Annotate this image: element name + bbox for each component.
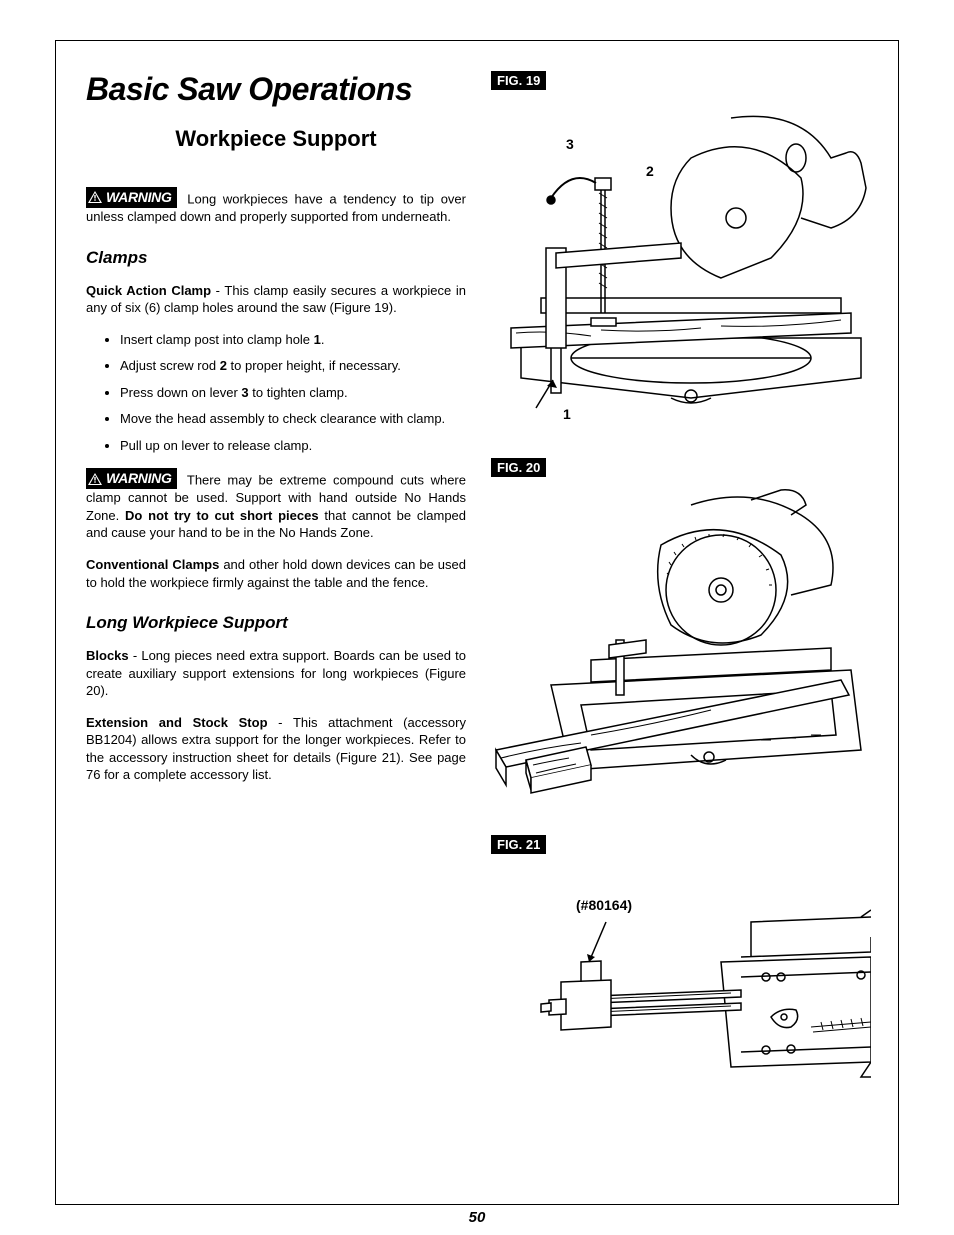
figure-21-block: FIG. 21 [491, 835, 871, 1092]
quick-action-clamp-label: Quick Action Clamp [86, 283, 211, 298]
blocks-label: Blocks [86, 648, 129, 663]
section-title: Workpiece Support [86, 126, 466, 152]
warning-badge: WARNING [86, 468, 177, 489]
list-item: Press down on lever 3 to tighten clamp. [120, 384, 466, 402]
figure-21-label: FIG. 21 [491, 835, 546, 854]
step-text: Insert clamp post into clamp hole [120, 332, 314, 347]
left-column: Basic Saw Operations Workpiece Support W… [86, 71, 466, 1092]
callout-3: 3 [566, 136, 574, 152]
figure-19-illustration: 3 2 1 [491, 98, 871, 418]
miter-saw-blocks-diagram-icon [491, 485, 871, 795]
warning-triangle-icon [88, 191, 102, 203]
step-text: to tighten clamp. [249, 385, 348, 400]
list-item: Adjust screw rod 2 to proper height, if … [120, 357, 466, 375]
step-text: Press down on lever [120, 385, 241, 400]
page-frame: Basic Saw Operations Workpiece Support W… [55, 40, 899, 1205]
step-text: . [321, 332, 325, 347]
warning-label: WARNING [106, 469, 172, 488]
blocks-text: - Long pieces need extra support. Boards… [86, 648, 466, 698]
conventional-clamps-label: Conventional Clamps [86, 557, 219, 572]
list-item: Insert clamp post into clamp hole 1. [120, 331, 466, 349]
figure-20-block: FIG. 20 [491, 458, 871, 795]
warning-2-paragraph: WARNING There may be extreme compound cu… [86, 468, 466, 542]
warning-label: WARNING [106, 188, 172, 207]
step-num: 3 [241, 385, 248, 400]
clamps-heading: Clamps [86, 248, 466, 268]
chapter-title: Basic Saw Operations [86, 71, 466, 108]
warning-1-paragraph: WARNING Long workpieces have a tendency … [86, 187, 466, 226]
conventional-clamps-para: Conventional Clamps and other hold down … [86, 556, 466, 591]
figure-21-illustration: (#80164) [491, 862, 871, 1092]
callout-2: 2 [646, 163, 654, 179]
figure-20-illustration [491, 485, 871, 795]
warning-badge: WARNING [86, 187, 177, 208]
step-num: 2 [220, 358, 227, 373]
extension-stock-stop-diagram-icon [491, 862, 871, 1092]
step-num: 1 [314, 332, 321, 347]
extension-label: Extension and Stock Stop [86, 715, 268, 730]
clamp-steps-list: Insert clamp post into clamp hole 1. Adj… [86, 331, 466, 455]
step-text: Pull up on lever to release clamp. [120, 438, 312, 453]
step-text: to proper height, if necessary. [227, 358, 401, 373]
step-text: Adjust screw rod [120, 358, 220, 373]
page-number: 50 [56, 1209, 898, 1226]
list-item: Move the head assembly to check clearanc… [120, 410, 466, 428]
list-item: Pull up on lever to release clamp. [120, 437, 466, 455]
callout-1: 1 [563, 406, 571, 422]
blocks-para: Blocks - Long pieces need extra support.… [86, 647, 466, 700]
warning-triangle-icon [88, 473, 102, 485]
miter-saw-clamp-diagram-icon [491, 98, 871, 418]
figure-19-label: FIG. 19 [491, 71, 546, 90]
figure-20-label: FIG. 20 [491, 458, 546, 477]
long-support-heading: Long Workpiece Support [86, 613, 466, 633]
two-column-layout: Basic Saw Operations Workpiece Support W… [86, 71, 868, 1092]
step-text: Move the head assembly to check clearanc… [120, 411, 445, 426]
figure-19-block: FIG. 19 [491, 71, 871, 418]
part-number: (#80164) [576, 897, 632, 913]
warning-2-text-b: Do not try to cut short pieces [125, 508, 319, 523]
extension-para: Extension and Stock Stop - This attachme… [86, 714, 466, 784]
right-column: FIG. 19 [491, 71, 871, 1092]
quick-action-clamp-para: Quick Action Clamp - This clamp easily s… [86, 282, 466, 317]
